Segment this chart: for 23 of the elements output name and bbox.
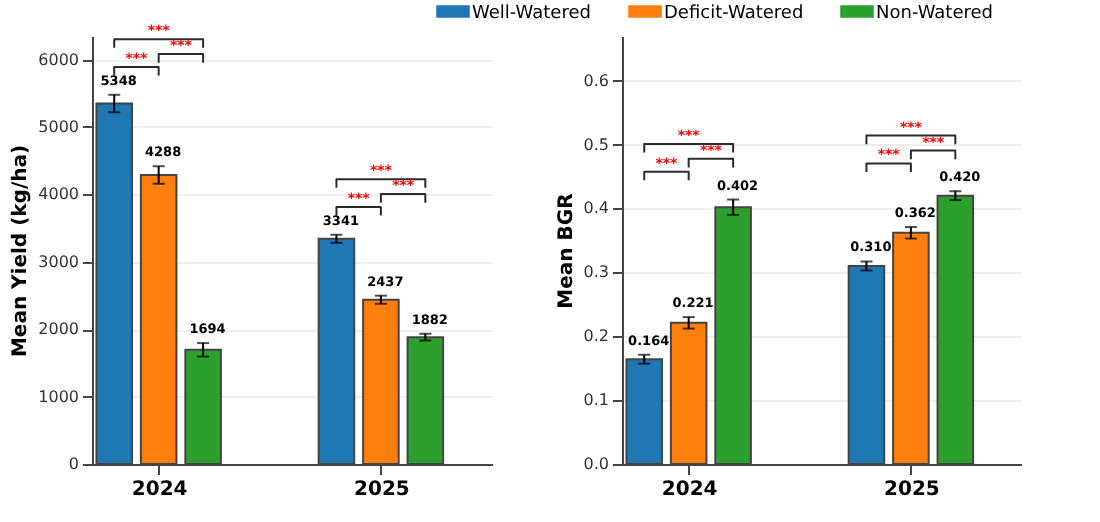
y-tick-label: 0.4	[583, 199, 609, 218]
y-tick-label: 0.0	[583, 455, 609, 473]
y-tick-label: 0.5	[583, 135, 609, 154]
x-tick-label: 2024	[131, 479, 188, 501]
y-tick-label: 6000	[38, 50, 79, 69]
y-tick-label: 0	[68, 455, 79, 473]
y-tick-label: 4000	[38, 185, 79, 204]
y-tick-label: 3000	[38, 252, 79, 271]
y-axis-title: Mean Yield (kg/ha)	[10, 144, 33, 358]
y-axis-title: Mean BGR	[555, 192, 578, 309]
y-tick-label: 2000	[38, 320, 79, 339]
y-tick-label: 0.1	[583, 391, 609, 410]
legend-label: Non-Watered	[876, 3, 993, 24]
y-tick-label: 5000	[38, 117, 79, 136]
y-tick-label: 1000	[38, 387, 79, 406]
x-tick-label: 2025	[884, 479, 940, 501]
legend-label: Deficit-Watered	[664, 3, 804, 24]
y-tick-label: 0.2	[583, 327, 609, 346]
x-tick-label: 2025	[354, 479, 410, 501]
x-tick-label: 2024	[661, 479, 718, 501]
legend-label: Well-Watered	[472, 3, 591, 24]
y-tick-label: 0.6	[583, 71, 609, 90]
y-tick-label: 0.3	[583, 263, 609, 282]
